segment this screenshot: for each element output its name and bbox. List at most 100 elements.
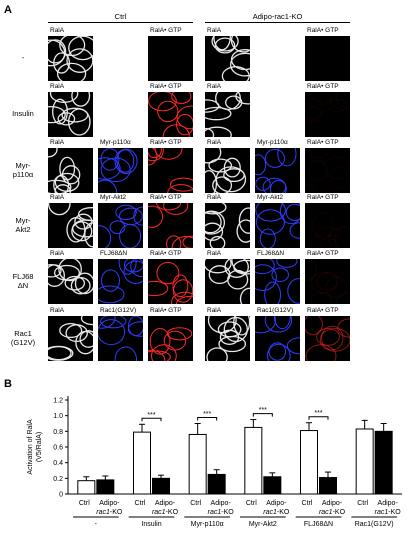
ctrl-micrograph-construct <box>98 259 143 304</box>
ctrl-column-label: FLJ68ΔN <box>100 250 128 257</box>
ctrl-micrograph-rala <box>48 203 93 248</box>
ctrl-micrograph-rala <box>48 36 93 81</box>
ko-column-label: RalA• GTP <box>307 27 339 34</box>
ctrl-column-label: RalA <box>50 194 65 201</box>
ko-micrograph-rala <box>205 36 250 81</box>
ctrl-column-label: RalA <box>50 250 65 257</box>
y-tick-label: 0.2 <box>53 476 63 483</box>
significance-bracket <box>141 417 162 422</box>
bar-group-label: rac1-KO <box>152 509 179 516</box>
category-label: - <box>95 521 98 528</box>
y-tick-label: 0.8 <box>53 429 63 436</box>
bar-ko <box>263 476 282 495</box>
bar-group-label: Ctrl <box>79 500 90 507</box>
bar-ctrl <box>355 428 374 495</box>
ctrl-micrograph-rala-gtp <box>148 36 193 81</box>
ctrl-micrograph-rala <box>48 259 93 304</box>
ko-column-label: RalA• GTP <box>307 307 339 314</box>
ko-column-label: RalA• GTP <box>307 250 339 257</box>
bar-ko <box>319 477 337 495</box>
category-label: Rac1(G12V) <box>355 521 394 528</box>
ko-micrograph-rala <box>205 316 250 361</box>
ko-column-label: RalA• GTP <box>307 194 339 201</box>
bar-ctrl <box>188 433 207 495</box>
ctrl-column-label: RalA• GTP <box>150 250 182 257</box>
ko-column-label: Rac1(G12V) <box>257 307 294 314</box>
significance-label: *** <box>147 412 155 419</box>
category-label: Insulin <box>141 521 161 528</box>
bar-group-label: rac1-KO <box>319 509 346 516</box>
ko-micrograph-rala-gtp <box>305 203 350 248</box>
bar-ko <box>96 479 115 495</box>
row-label: Insulin <box>12 109 34 118</box>
ko-column-label: FLJ68ΔN <box>257 250 285 257</box>
ctrl-column-label: RalA <box>50 307 65 314</box>
ctrl-micrograph-construct <box>98 203 143 248</box>
ctrl-column-label: RalA• GTP <box>150 194 182 201</box>
ctrl-column-label: RalA <box>50 27 65 34</box>
ctrl-column-label: Myr-p110α <box>100 139 131 146</box>
ctrl-micrograph-rala-gtp <box>148 92 193 137</box>
bar-group-label: rac1-KO <box>208 509 235 516</box>
ko-micrograph-rala <box>205 148 250 193</box>
ctrl-micrograph-rala <box>48 316 93 361</box>
bar-group-label: Ctrl <box>302 500 313 507</box>
bar-group-label: Adipo- <box>211 500 232 507</box>
bar-ctrl <box>133 431 151 495</box>
y-tick-label: 0.4 <box>53 460 63 467</box>
bar-group-label: rac1-KO <box>96 509 123 516</box>
ral-activation-bar-chart: 0 0.2 0.4 0.6 0.8 1.0 1.2 Activation of RalA (V5… <box>27 396 402 528</box>
row-label: Rac1 (G12V) <box>10 329 36 347</box>
bar-ctrl <box>244 426 263 495</box>
ko-micrograph-construct <box>255 148 300 193</box>
row-label: Myr- p110α <box>12 161 34 179</box>
ctrl-column-label: RalA• GTP <box>150 27 182 34</box>
ko-micrograph-rala <box>205 203 250 248</box>
ko-column-label: RalA• GTP <box>307 83 339 90</box>
bar-group-label: Adipo- <box>99 500 120 507</box>
ko-column-label: RalA <box>207 250 222 257</box>
ctrl-column-label: RalA <box>50 139 65 146</box>
ko-micrograph-rala <box>205 92 250 137</box>
panel-b-letter: B <box>4 378 12 390</box>
bar-group-label: Adipo- <box>322 500 343 507</box>
ctrl-column-label: Myr-Akt2 <box>100 194 126 201</box>
significance-bracket <box>252 413 273 417</box>
bar-group-label: Adipo- <box>266 500 287 507</box>
ko-micrograph-rala-gtp <box>305 92 350 137</box>
ko-column-label: Myr-p110α <box>257 139 288 146</box>
ctrl-micrograph-rala-gtp <box>148 203 193 248</box>
bar-group-label: Ctrl <box>190 500 201 507</box>
bar-ko <box>374 430 393 495</box>
ko-micrograph-rala-gtp <box>305 148 350 193</box>
ko-group-line <box>205 22 350 23</box>
y-axis-label: Activation of RalA (V5/RalA) <box>27 419 43 475</box>
bar-group-label: Adipo- <box>155 500 176 507</box>
ko-micrograph-rala <box>205 259 250 304</box>
ctrl-group-title: Ctrl <box>114 12 127 21</box>
bar-group-label: Ctrl <box>246 500 257 507</box>
y-tick-label: 1.2 <box>53 398 63 405</box>
ko-group-title: Adipo-rac1-KO <box>252 12 303 21</box>
significance-bracket <box>197 417 218 421</box>
category-label: Myr-p110α <box>191 521 224 528</box>
bar-ctrl <box>77 480 96 495</box>
bar-group-label: Ctrl <box>135 500 146 507</box>
significance-label: *** <box>314 410 322 417</box>
ctrl-micrograph-rala-gtp <box>148 316 193 361</box>
significance-label: *** <box>203 411 211 418</box>
bar-group-label: Adipo- <box>378 500 399 507</box>
ko-micrograph-rala-gtp <box>305 36 350 81</box>
ko-micrograph-construct <box>255 203 300 248</box>
ctrl-column-label: RalA• GTP <box>150 139 182 146</box>
ko-column-label: Myr-Akt2 <box>257 194 283 201</box>
ctrl-micrograph-construct <box>98 148 143 193</box>
ko-column-label: RalA <box>207 27 222 34</box>
ko-column-label: RalA <box>207 307 222 314</box>
ctrl-column-label: RalA <box>50 83 65 90</box>
y-tick-label: 0.6 <box>53 445 63 452</box>
ctrl-column-label: Rac1(G12V) <box>100 307 137 314</box>
bar-ko <box>207 473 226 495</box>
row-label: - <box>21 53 25 62</box>
ko-micrograph-construct <box>255 259 300 304</box>
